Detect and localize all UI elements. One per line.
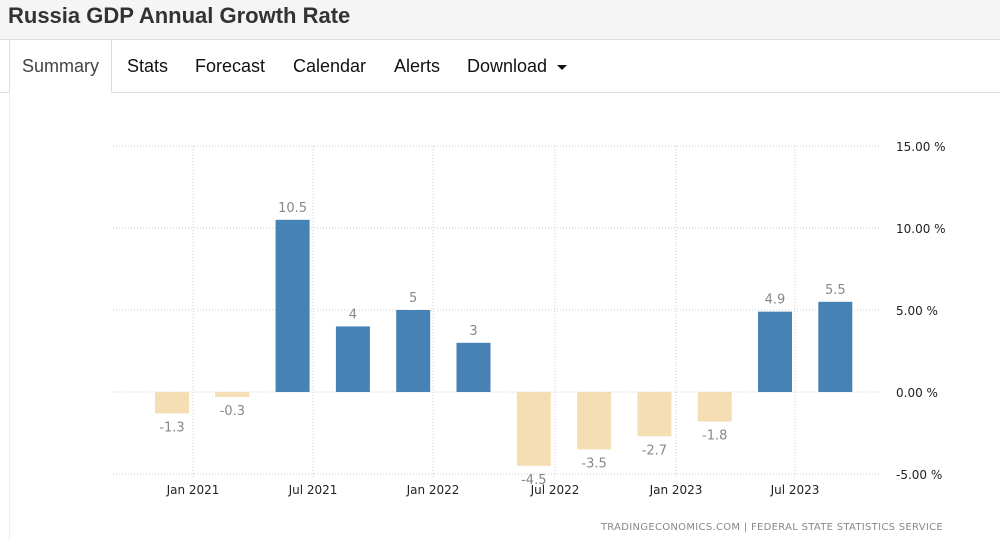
x-tick-label: Jan 2022	[406, 483, 460, 497]
title-bar: Russia GDP Annual Growth Rate	[0, 0, 1000, 40]
y-tick-label: 5.00 %	[896, 304, 938, 318]
tab-summary[interactable]: Summary	[9, 40, 113, 93]
download-label: Download	[467, 56, 548, 76]
bar	[335, 326, 370, 392]
data-label: -1.8	[702, 429, 727, 444]
y-tick-label: 10.00 %	[896, 222, 946, 236]
y-tick-label: 0.00 %	[896, 386, 938, 400]
x-tick-label: Jul 2023	[770, 483, 820, 497]
data-label: 3	[469, 324, 477, 339]
caret-down-icon	[557, 64, 568, 70]
bar	[215, 392, 250, 397]
tab-stats[interactable]: Stats	[127, 56, 169, 76]
bar	[516, 392, 551, 466]
tab-forecast[interactable]: Forecast	[195, 56, 266, 76]
x-tick-label: Jan 2021	[166, 483, 220, 497]
bar	[396, 310, 431, 392]
y-tick-label: 15.00 %	[896, 140, 946, 154]
data-label: -0.3	[220, 404, 245, 419]
tab-bar: Summary Stats Forecast Calendar Alerts D…	[0, 40, 1000, 93]
data-label: 10.5	[278, 201, 307, 216]
data-label: -1.3	[159, 420, 184, 435]
bar	[456, 342, 491, 392]
data-label: 5.5	[825, 283, 846, 298]
tab-download[interactable]: Download	[467, 40, 568, 92]
bar	[697, 392, 732, 422]
y-tick-label: -5.00 %	[896, 468, 942, 482]
bar	[818, 301, 853, 392]
data-label: -2.7	[642, 443, 667, 458]
x-tick-label: Jul 2021	[288, 483, 338, 497]
data-label: -3.5	[581, 456, 606, 471]
x-tick-label: Jan 2023	[649, 483, 703, 497]
data-label: -4.5	[521, 473, 546, 488]
bar	[758, 311, 792, 392]
data-label: 4	[349, 307, 357, 322]
bar	[637, 392, 672, 437]
x-tick-label: Jul 2022	[530, 483, 580, 497]
tab-alerts[interactable]: Alerts	[394, 56, 441, 76]
bar	[577, 392, 612, 450]
panel-border	[9, 92, 10, 540]
tab-calendar[interactable]: Calendar	[293, 56, 367, 76]
bar	[155, 392, 189, 414]
data-label: 4.9	[765, 293, 786, 308]
bar	[275, 219, 310, 392]
page-title: Russia GDP Annual Growth Rate	[8, 3, 351, 28]
data-label: 5	[409, 291, 417, 306]
source-credit: TRADINGECONOMICS.COM | FEDERAL STATE STA…	[600, 522, 943, 533]
